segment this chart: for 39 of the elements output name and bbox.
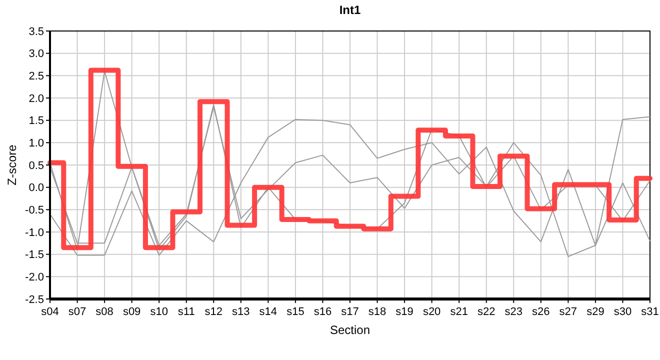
x-tick-label: s07 <box>68 306 86 318</box>
x-tick-label: s18 <box>368 306 386 318</box>
x-tick-label: s16 <box>314 306 332 318</box>
y-tick-label: 2.0 <box>28 92 44 105</box>
x-tick-label: s30 <box>614 306 632 318</box>
x-axis-title: Section <box>330 323 370 337</box>
x-tick-label: s27 <box>559 306 578 318</box>
x-tick-label: s09 <box>122 306 141 318</box>
y-axis-title: Z-score <box>5 144 19 186</box>
x-tick-label: s10 <box>150 306 168 318</box>
y-tick-label: 0.5 <box>28 160 44 172</box>
x-tick-label: s13 <box>232 306 250 318</box>
y-tick-label: 3.0 <box>28 48 44 60</box>
y-tick-label: 1.5 <box>28 115 44 128</box>
x-tick-label: s19 <box>396 306 414 318</box>
x-tick-label: s12 <box>204 306 223 318</box>
x-tick-label: s29 <box>586 306 604 318</box>
x-tick-label: s08 <box>96 306 114 318</box>
x-tick-label: s20 <box>422 306 441 318</box>
x-tick-label: s04 <box>41 306 59 318</box>
x-tick-label: s26 <box>532 306 550 318</box>
x-tick-label: s31 <box>641 306 659 318</box>
x-tick-label: s23 <box>504 306 523 318</box>
y-tick-label: -2.5 <box>25 294 44 306</box>
chart-title: Int1 <box>339 3 361 17</box>
y-tick-label: 3.5 <box>28 26 44 38</box>
y-tick-label: 2.5 <box>28 70 44 83</box>
y-tick-label: -1.5 <box>25 249 44 262</box>
x-tick-label: s14 <box>259 306 278 318</box>
y-tick-label: 1.0 <box>28 138 44 150</box>
y-tick-label: -2.0 <box>25 272 44 284</box>
x-tick-label: s22 <box>477 306 496 318</box>
y-tick-label: -1.0 <box>25 226 44 239</box>
y-tick-label: 0.0 <box>28 182 44 194</box>
y-tick-label: -0.5 <box>25 204 44 217</box>
x-tick-label: s17 <box>341 306 359 318</box>
x-tick-label: s21 <box>450 306 468 318</box>
x-tick-label: s11 <box>178 306 195 318</box>
x-tick-label: s15 <box>286 306 304 318</box>
